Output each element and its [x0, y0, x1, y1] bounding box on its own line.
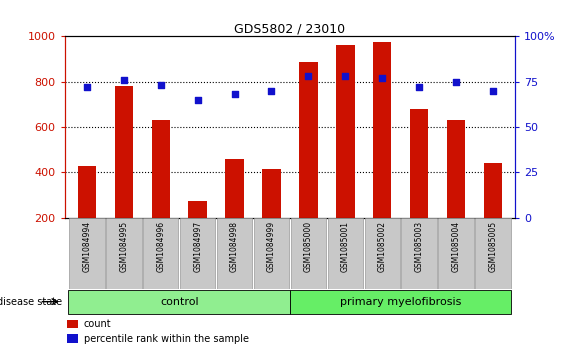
Bar [410, 109, 428, 218]
Point [119, 77, 128, 83]
Point [415, 84, 424, 90]
Bar [180, 218, 216, 289]
Bar [484, 163, 502, 218]
Bar [475, 218, 511, 289]
Bar [151, 120, 170, 218]
Text: GSM1084995: GSM1084995 [119, 221, 128, 272]
Text: GSM1084997: GSM1084997 [193, 221, 202, 272]
Point [341, 73, 350, 79]
Bar [225, 159, 244, 218]
Text: count: count [84, 319, 111, 329]
Point [489, 88, 498, 94]
Bar [364, 218, 400, 289]
Bar [143, 218, 178, 289]
Bar [68, 319, 78, 328]
Text: GSM1084998: GSM1084998 [230, 221, 239, 272]
Bar [254, 218, 289, 289]
Bar [69, 218, 105, 289]
Bar [299, 62, 318, 218]
Bar [328, 218, 363, 289]
Point [304, 73, 313, 79]
Text: GSM1085004: GSM1085004 [452, 221, 461, 272]
Title: GDS5802 / 23010: GDS5802 / 23010 [234, 22, 346, 35]
Text: percentile rank within the sample: percentile rank within the sample [84, 334, 249, 344]
Text: control: control [160, 297, 199, 307]
Bar [68, 334, 78, 343]
Bar [115, 86, 133, 218]
Bar [401, 218, 437, 289]
Bar [217, 218, 252, 289]
Text: GSM1085000: GSM1085000 [304, 221, 313, 272]
Bar [447, 120, 465, 218]
Bar [439, 218, 474, 289]
Bar [336, 45, 355, 218]
Bar [78, 166, 96, 218]
Point [82, 84, 91, 90]
Bar [69, 290, 290, 314]
Text: disease state: disease state [0, 297, 62, 307]
Bar [290, 290, 511, 314]
Point [156, 82, 165, 88]
Bar [262, 169, 281, 218]
Bar [373, 42, 391, 218]
Text: GSM1084996: GSM1084996 [156, 221, 165, 272]
Bar [189, 201, 207, 218]
Point [193, 97, 202, 103]
Text: GSM1084999: GSM1084999 [267, 221, 276, 272]
Text: primary myelofibrosis: primary myelofibrosis [340, 297, 462, 307]
Bar [291, 218, 326, 289]
Point [267, 88, 276, 94]
Text: GSM1085005: GSM1085005 [489, 221, 498, 272]
Point [378, 75, 387, 81]
Text: GSM1084994: GSM1084994 [82, 221, 91, 272]
Text: GSM1085002: GSM1085002 [378, 221, 387, 272]
Bar [106, 218, 141, 289]
Text: GSM1085003: GSM1085003 [415, 221, 424, 272]
Point [452, 79, 461, 85]
Text: GSM1085001: GSM1085001 [341, 221, 350, 272]
Point [230, 91, 239, 97]
